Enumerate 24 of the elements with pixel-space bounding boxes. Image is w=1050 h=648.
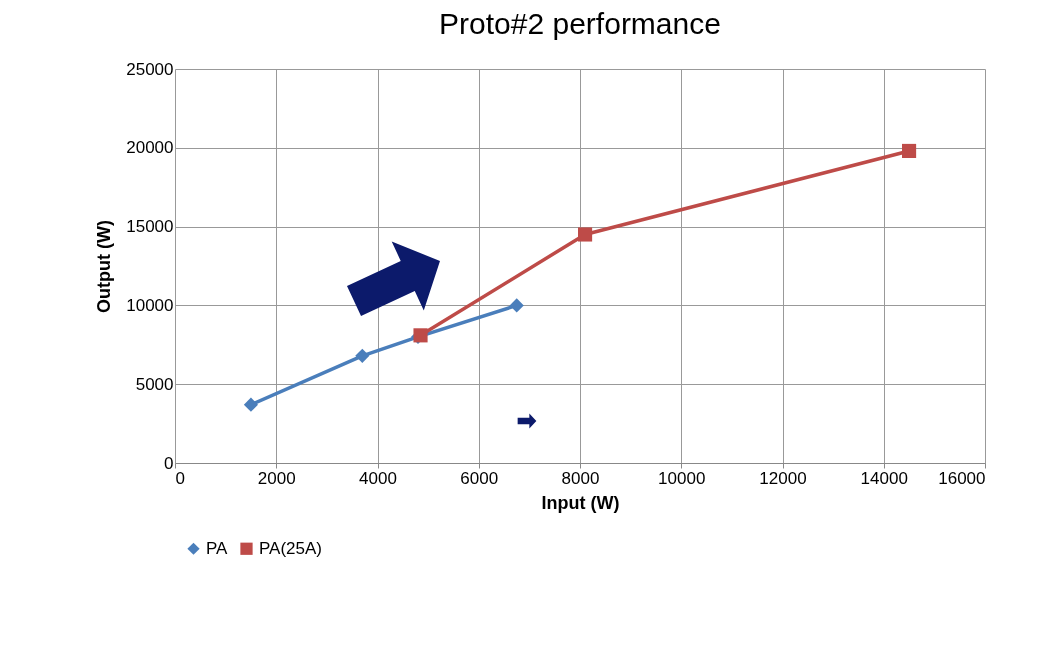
- y-tick-label: 5000: [135, 374, 174, 394]
- y-tick-label: 15000: [126, 217, 174, 237]
- x-tick-label: 6000: [460, 468, 499, 488]
- y-tick-label: 20000: [126, 138, 174, 158]
- y-tick-label: 25000: [126, 59, 174, 79]
- y-tick-label: 0: [164, 453, 174, 473]
- chart-title: Proto#2 performance: [439, 7, 721, 40]
- point: [577, 227, 593, 242]
- x-axis-title: Input (W): [541, 492, 620, 513]
- x-tick-label: 12000: [759, 468, 807, 488]
- legend-label: PA: [206, 538, 229, 558]
- x-tick-label: 16000: [938, 468, 986, 488]
- legend-label: PA(25A): [259, 538, 322, 558]
- x-tick-label: 10000: [658, 468, 706, 488]
- y-tick-label: 10000: [126, 295, 174, 315]
- point: [509, 298, 524, 313]
- x-tick-label: 14000: [860, 468, 908, 488]
- y-axis-title: Output (W): [94, 220, 115, 313]
- x-tick-label: 4000: [359, 468, 397, 488]
- x-tick-label: 8000: [561, 468, 600, 488]
- point: [355, 348, 370, 363]
- x-tick-label: 2000: [257, 468, 296, 488]
- point: [901, 143, 917, 159]
- point: [243, 397, 259, 412]
